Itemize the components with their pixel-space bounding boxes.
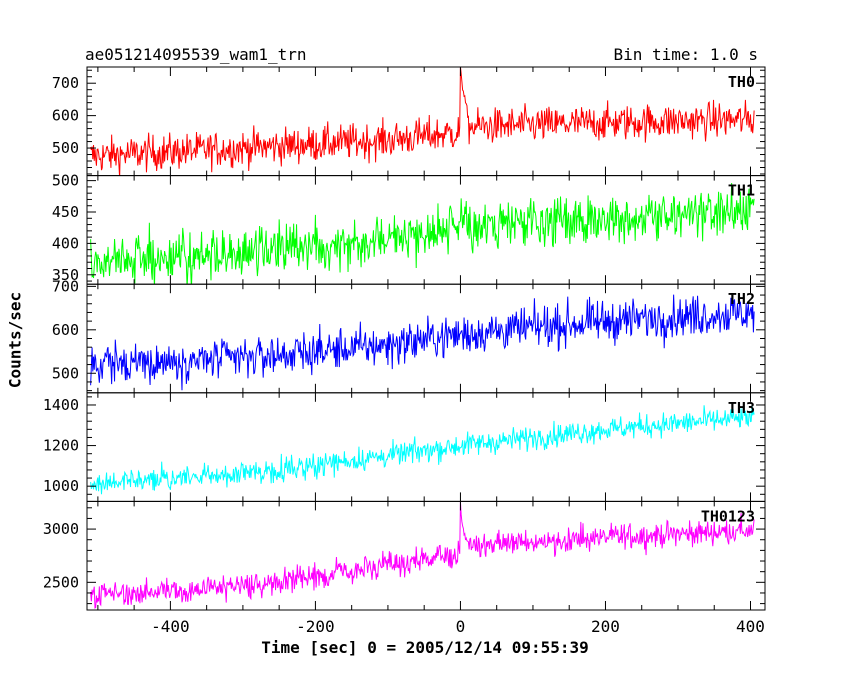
x-tick-label: 400 <box>736 617 765 636</box>
y-tick-label: 600 <box>52 107 79 125</box>
y-tick-label: 400 <box>52 234 79 252</box>
chart-title: ae051214095539_wam1_trn <box>85 45 307 64</box>
panel-label-th3: TH3 <box>728 399 755 417</box>
bin-time-label: Bin time: 1.0 s <box>613 45 759 64</box>
x-tick-label: -400 <box>151 617 190 636</box>
y-tick-label: 600 <box>52 321 79 339</box>
y-tick-label: 3000 <box>43 520 79 538</box>
y-tick-label: 1400 <box>43 396 79 414</box>
series-line-th3 <box>90 405 755 495</box>
panel-label-th2: TH2 <box>728 290 755 308</box>
series-line-th0 <box>90 67 755 176</box>
y-tick-label: 450 <box>52 203 79 221</box>
series-line-th2 <box>90 294 755 391</box>
panel-frame-th1 <box>86 175 766 285</box>
series-line-th1 <box>90 182 755 285</box>
series-line-th0123 <box>90 501 755 609</box>
panel-frame-th0123 <box>86 500 766 611</box>
x-tick-label: 0 <box>456 617 466 636</box>
y-tick-label: 1000 <box>43 477 79 495</box>
panel-label-th0123: TH0123 <box>701 507 755 525</box>
x-tick-label: 200 <box>591 617 620 636</box>
y-tick-label: 500 <box>52 172 79 190</box>
y-tick-label: 350 <box>52 266 79 284</box>
panel-label-th0: TH0 <box>728 73 755 91</box>
x-axis-label: Time [sec] 0 = 2005/12/14 09:55:39 <box>261 638 589 657</box>
y-tick-label: 2500 <box>43 573 79 591</box>
y-axis-label: Counts/sec <box>5 291 25 389</box>
panel-frame-th3 <box>86 392 766 502</box>
y-tick-label: 1200 <box>43 437 79 455</box>
y-tick-label: 700 <box>52 74 79 92</box>
panel-label-th1: TH1 <box>728 182 755 200</box>
x-tick-label: -200 <box>296 617 335 636</box>
y-tick-label: 700 <box>52 277 79 295</box>
y-tick-label: 500 <box>52 364 79 382</box>
y-tick-label: 500 <box>52 139 79 157</box>
